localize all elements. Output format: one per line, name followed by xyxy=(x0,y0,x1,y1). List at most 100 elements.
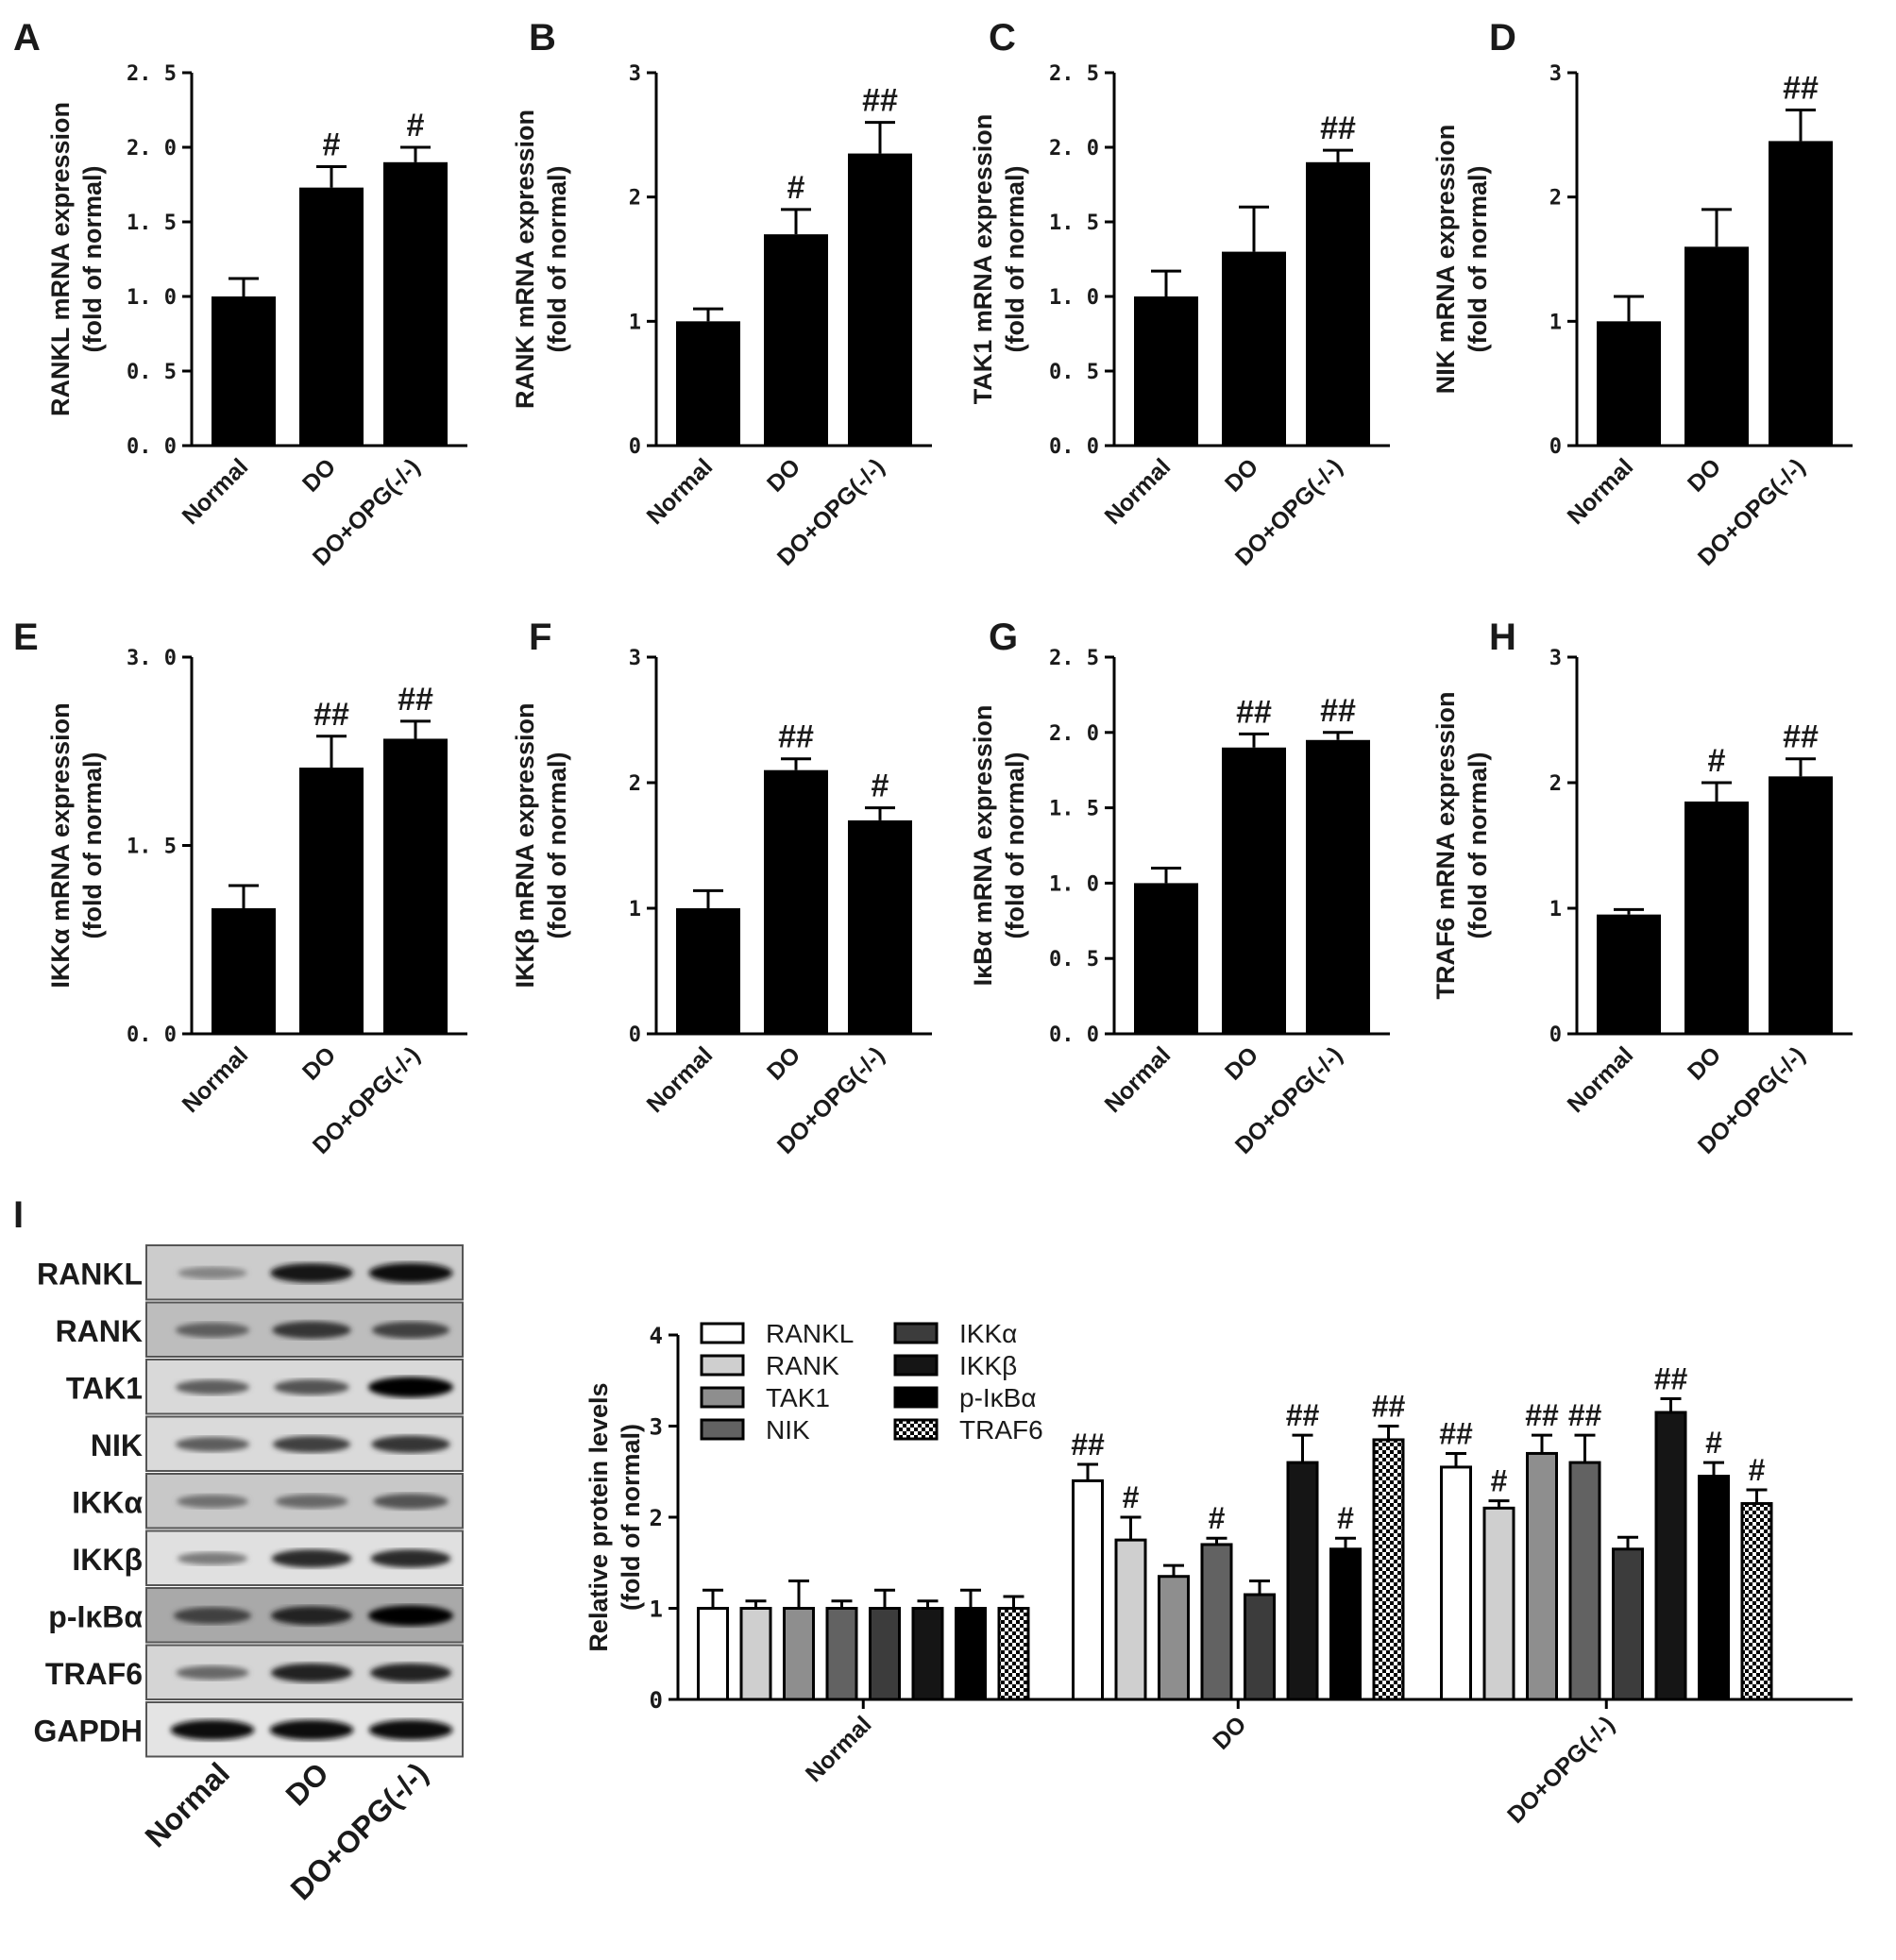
significance-mark: ## xyxy=(862,83,898,119)
significance-mark: # xyxy=(1491,1464,1508,1498)
legend-label: RANKL xyxy=(766,1319,854,1348)
blot-band xyxy=(373,1494,449,1510)
bar-rankl xyxy=(1072,1478,1104,1701)
bar-do xyxy=(1684,246,1749,446)
y-tick-label: 1. 5 xyxy=(127,836,177,859)
bar-do-opg- xyxy=(1306,739,1370,1034)
y-tick-label: 0. 0 xyxy=(1049,1023,1099,1047)
western-blot: I RANKL RANK TAK1 NIK IKKα IKKβ p-IκBα TRAF6 GAPD… xyxy=(13,1194,464,1906)
y-tick-label: 2. 0 xyxy=(127,137,177,161)
lane-label: Normal xyxy=(139,1756,236,1853)
y-tick-label: 2. 5 xyxy=(1049,647,1099,670)
bar-p-i-b- xyxy=(1698,1475,1730,1701)
significance-mark: ## xyxy=(778,719,814,755)
protein-label: NIK xyxy=(91,1428,143,1462)
legend-swatch xyxy=(893,1322,939,1344)
legend-label: TAK1 xyxy=(766,1383,830,1412)
significance-mark: ## xyxy=(1568,1398,1602,1432)
x-tick-label: DO xyxy=(297,453,341,497)
y-tick-label: 1 xyxy=(629,898,641,921)
protein-label: RANKL xyxy=(37,1257,143,1291)
bar-traf6 xyxy=(1372,1438,1405,1701)
bar-normal xyxy=(1134,883,1198,1034)
y-tick-label: 0. 5 xyxy=(1049,361,1099,384)
y-tick-label: 1. 5 xyxy=(1049,798,1099,821)
panel-letter: H xyxy=(1489,617,1516,658)
y-tick-label: 1. 0 xyxy=(1049,286,1099,310)
bar-rankl xyxy=(1440,1465,1472,1701)
blot-band xyxy=(177,1551,248,1565)
bar-nik xyxy=(1200,1543,1233,1701)
bar-ikk- xyxy=(911,1607,944,1701)
y-axis-label: Relative protein levels xyxy=(584,1382,613,1651)
protein-label: RANK xyxy=(56,1314,143,1348)
blot-band xyxy=(368,1605,453,1627)
panel-i-chart: 0 1 2 3 4 Relative protein levels (fold of nor… xyxy=(584,1319,1853,1829)
y-tick-label: 0. 0 xyxy=(127,435,177,459)
legend-swatch xyxy=(893,1386,939,1409)
significance-mark: ## xyxy=(1071,1428,1105,1462)
y-tick-label: 0 xyxy=(1549,435,1562,459)
blot-band xyxy=(274,1379,349,1395)
bar-nik xyxy=(825,1607,858,1701)
significance-mark: ## xyxy=(1236,694,1272,730)
y-tick-label: 2 xyxy=(650,1505,663,1531)
bar-do-opg- xyxy=(1306,161,1370,447)
blot-band xyxy=(270,1606,353,1626)
y-tick-label: 3 xyxy=(650,1414,663,1441)
x-tick-label: Normal xyxy=(1100,1041,1177,1118)
blot-band xyxy=(270,1663,353,1682)
protein-label: TRAF6 xyxy=(45,1657,143,1691)
significance-mark: ## xyxy=(1525,1398,1559,1432)
significance-mark: # xyxy=(787,170,805,206)
x-tick-label: DO xyxy=(762,1041,805,1085)
legend-swatch xyxy=(700,1322,745,1344)
panel-letter: I xyxy=(13,1194,24,1236)
bar-do-opg- xyxy=(383,161,448,447)
bar-ikk- xyxy=(1286,1461,1319,1701)
bar-ikk- xyxy=(869,1607,901,1701)
panel-letter: A xyxy=(13,17,41,59)
bar-do-opg- xyxy=(383,738,448,1034)
blot-band xyxy=(175,1379,250,1395)
x-tick-label: Normal xyxy=(1563,1041,1639,1118)
x-tick-label: DO xyxy=(1683,453,1726,497)
bar-do xyxy=(764,234,828,446)
legend: RANKL RANK TAK1 NIK IKKα IKKβ p-IκBα TRAF6 xyxy=(700,1319,1043,1445)
bar-rank xyxy=(1114,1538,1147,1701)
y-tick-label: 2. 0 xyxy=(1049,722,1099,746)
y-axis-label-units: (fold of normal) xyxy=(1464,166,1492,353)
protein-label: p-IκBα xyxy=(48,1599,143,1633)
significance-mark: # xyxy=(323,127,341,163)
blot-band xyxy=(275,1494,348,1509)
bar-normal xyxy=(1597,914,1661,1034)
y-axis-label-units: (fold of normal) xyxy=(78,166,107,353)
blot-band xyxy=(269,1719,354,1740)
y-tick-label: 0 xyxy=(629,435,641,459)
blot-band xyxy=(177,1495,248,1509)
bar-traf6 xyxy=(997,1607,1030,1701)
x-tick-label: DO xyxy=(1220,453,1263,497)
x-tick-label: Normal xyxy=(642,453,719,530)
blot-band xyxy=(175,1322,250,1338)
bar-nik xyxy=(1568,1461,1601,1701)
protein-label: TAK1 xyxy=(66,1371,143,1405)
legend-label: NIK xyxy=(766,1415,810,1445)
y-axis-label-units: (fold of normal) xyxy=(78,752,107,939)
y-tick-label: 1. 0 xyxy=(127,286,177,310)
significance-mark: # xyxy=(1209,1501,1226,1535)
blot-band xyxy=(371,1321,450,1339)
x-tick-label: Normal xyxy=(1563,453,1639,530)
y-tick-label: 3 xyxy=(1549,62,1562,86)
significance-mark: # xyxy=(1337,1501,1354,1535)
y-axis-label: TRAF6 mRNA expression xyxy=(1431,691,1460,999)
y-axis-label-units: (fold of normal) xyxy=(543,752,571,939)
legend-label: RANK xyxy=(766,1351,839,1380)
protein-label: GAPDH xyxy=(33,1714,143,1748)
panel-letter: F xyxy=(529,617,551,658)
protein-label: IKKα xyxy=(72,1485,143,1519)
bar-do xyxy=(764,769,828,1034)
significance-mark: ## xyxy=(313,697,349,733)
significance-mark: ## xyxy=(1783,719,1819,755)
bar-do xyxy=(299,768,364,1034)
